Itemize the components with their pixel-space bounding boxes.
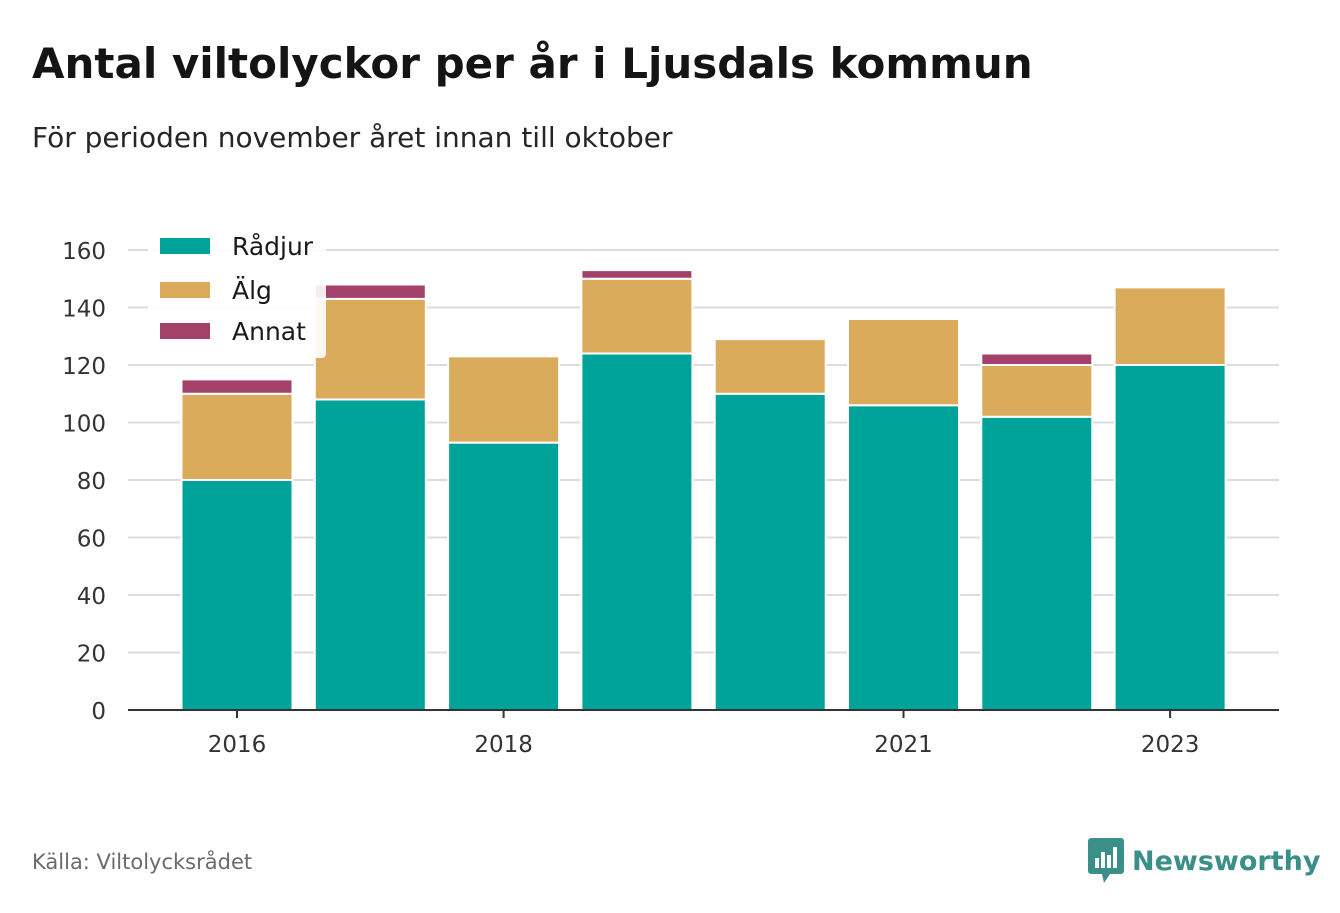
y-tick-label-160: 160: [62, 239, 106, 265]
brand-name: Newsworthy: [1132, 845, 1321, 877]
y-tick-label-60: 60: [77, 527, 106, 553]
x-tick-label-2016: 2016: [208, 732, 267, 758]
legend-label-annat: Annat: [232, 316, 306, 346]
newsworthy-logo-icon: [1088, 838, 1124, 883]
y-tick-label-100: 100: [62, 412, 106, 438]
bar-2023-series-0: [1113, 364, 1227, 711]
bar-2022-series-2: [980, 352, 1094, 366]
bar-2021-series-1: [847, 318, 960, 407]
y-tick-label-40: 40: [77, 584, 106, 610]
bar-2022-series-0: [980, 415, 1094, 711]
chart-legend: Rådjur Älg Annat: [148, 226, 326, 358]
bar-2019-series-1: [580, 277, 694, 355]
y-tick-label-20: 20: [77, 642, 106, 668]
brand-logo[interactable]: Newsworthy: [1088, 838, 1320, 884]
y-tick-label-140: 140: [62, 297, 106, 323]
y-tick-label-120: 120: [62, 354, 106, 380]
bar-2018-series-1: [447, 355, 561, 444]
x-tick-label-2023: 2023: [1141, 732, 1200, 758]
bar-2016-series-0: [180, 479, 294, 711]
bar-2023-series-1: [1113, 286, 1227, 366]
bar-2018-series-0: [447, 441, 561, 711]
bar-2016-series-2: [180, 378, 294, 395]
bar-2020-series-0: [713, 392, 827, 711]
legend-item-radjur: Rådjur: [160, 228, 313, 264]
bar-2016-series-1: [180, 392, 294, 481]
bar-2017-series-2: [313, 283, 427, 300]
legend-item-alg: Älg: [160, 272, 272, 308]
bar-2020-series-1: [713, 338, 827, 395]
legend-swatch-annat: [160, 323, 210, 339]
legend-label-alg: Älg: [232, 275, 272, 305]
legend-item-annat: Annat: [160, 313, 306, 349]
bar-2019-series-2: [580, 269, 694, 280]
bar-2021-series-0: [847, 404, 960, 711]
bar-2017-series-0: [313, 398, 427, 711]
x-tick-label-2021: 2021: [874, 732, 933, 758]
legend-swatch-alg: [160, 282, 210, 298]
legend-swatch-radjur: [160, 238, 210, 254]
y-tick-label-80: 80: [77, 469, 106, 495]
bar-2022-series-1: [980, 364, 1094, 418]
bar-2017-series-1: [313, 297, 427, 401]
y-tick-label-0: 0: [91, 699, 106, 725]
source-note: Källa: Viltolycksrådet: [32, 850, 253, 874]
bar-2019-series-0: [580, 352, 694, 711]
legend-label-radjur: Rådjur: [232, 231, 314, 261]
x-tick-label-2018: 2018: [474, 732, 533, 758]
chart-title: Antal viltolyckor per år i Ljusdals komm…: [32, 39, 1033, 88]
chart-subtitle: För perioden november året innan till ok…: [32, 121, 673, 154]
